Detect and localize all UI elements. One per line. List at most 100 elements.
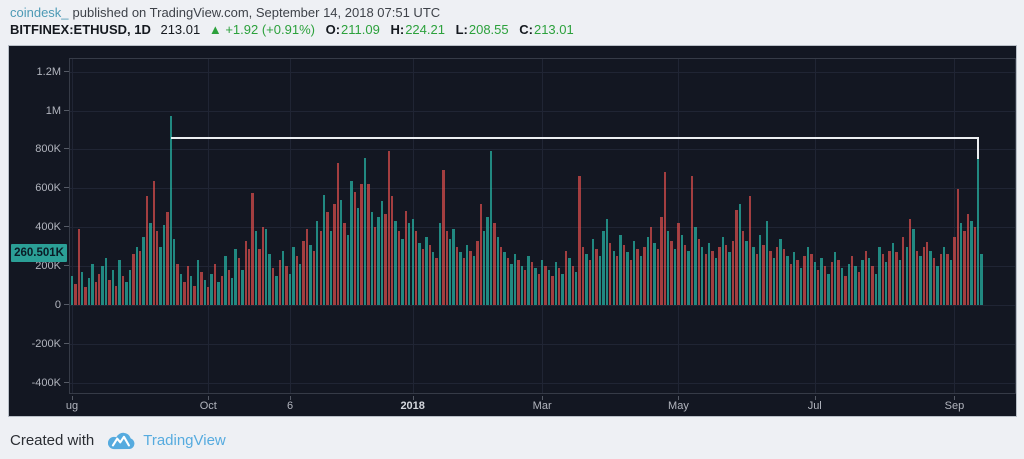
volume-bar [656,248,660,305]
volume-bar [166,211,169,305]
x-axis-tick [678,396,680,400]
volume-bar [949,260,953,305]
volume-bar [350,180,353,305]
tradingview-link[interactable]: TradingView [143,431,226,449]
volume-bar [230,277,234,305]
x-axis-label: Sep [944,400,965,412]
volume-bar [394,221,397,305]
volume-bar [963,231,966,305]
y-axis-label: 800K [35,143,61,156]
volume-bar [295,256,299,305]
volume-bar [278,260,282,305]
volume-bar [254,231,258,305]
volume-bar [622,244,626,305]
volume-bar [408,223,411,305]
volume-bar [397,231,401,305]
volume-bar [483,231,486,305]
volume-bar [905,246,908,305]
volume-bar [966,213,970,305]
volume-bar [360,184,363,305]
x-axis-tick [208,396,210,400]
y-axis-tick [64,381,69,383]
volume-bar [793,252,796,305]
v-gridline [954,59,956,393]
volume-bar [731,240,735,305]
volume-bar [942,246,946,305]
volume-bar [895,252,898,305]
volume-bar [837,260,840,305]
volume-bar [241,269,244,305]
time-axis[interactable]: ug Oct 6 2018 Mar May Jul Sep [9,396,1018,418]
volume-bar [104,258,108,305]
volume-bar [609,242,612,305]
volume-bar [264,229,268,305]
y-axis-tick [64,342,69,344]
volume-bar [615,256,619,305]
volume-bar [374,227,377,305]
volume-bar [319,231,322,305]
high-label: H: [390,22,405,37]
volume-bar [251,193,254,305]
volume-bar [953,236,956,305]
volume-bar [401,238,404,305]
volume-bar [247,248,251,305]
volume-bar [203,279,207,305]
volume-bar [411,219,414,305]
volume-bar [534,268,537,305]
y-axis-tick [64,109,69,111]
volume-bar [261,227,264,305]
volume-bar [370,211,373,305]
volume-bar [776,246,779,305]
y-axis-label: 200K [35,260,61,273]
volume-bar [694,227,697,305]
volume-bar [438,223,442,305]
volume-bar [646,236,649,305]
volume-bar [765,221,769,305]
chart-plot-area[interactable] [69,58,1016,394]
volume-bar [237,258,241,305]
volume-bar [575,271,578,305]
price-axis[interactable]: 1.2M 1M 800K 600K 400K 200K 0 -200K -400K 260.501… [9,46,69,395]
y-axis-label: 600K [35,182,61,195]
y-axis-tick [64,304,69,305]
v-gridline [72,59,73,393]
volume-bar [585,254,588,305]
volume-bar [367,184,370,305]
volume-bar [186,266,190,305]
volume-bar [561,273,564,305]
symbol-legend: BITFINEX:ETHUSD, 1D 213.01 ▲ +1.92 (+0.9… [10,22,574,37]
volume-bar [823,266,827,305]
open-label: O: [325,22,341,37]
volume-bar [84,287,87,305]
volume-bar [813,262,816,305]
volume-bar [118,260,121,305]
volume-bar [173,238,176,305]
volume-bar [564,250,568,305]
volume-bar [258,248,261,305]
volume-bar [527,256,530,305]
volume-bar [142,236,145,305]
volume-bar [878,246,881,305]
author-link[interactable]: coindesk_ [10,5,69,20]
volume-bar [653,242,656,305]
volume-bar [391,196,394,305]
volume-bar [759,234,762,305]
volume-bar [578,176,581,305]
volume-bar [196,260,200,305]
volume-bar [711,250,714,305]
volume-bar [977,159,980,305]
volume-bar [980,254,983,305]
volume-bar [435,258,438,305]
volume-bar [115,285,118,305]
volume-bar [282,250,285,305]
volume-bar [268,254,271,305]
volume-bar [149,223,152,305]
volume-bar [782,248,786,305]
volume-bar [176,264,179,305]
symbol-name: BITFINEX:ETHUSD, 1D [10,22,151,37]
volume-bar [888,250,891,305]
x-axis-label: ug [65,400,79,412]
y-axis-label: 1M [45,104,61,117]
volume-bar [973,227,977,305]
